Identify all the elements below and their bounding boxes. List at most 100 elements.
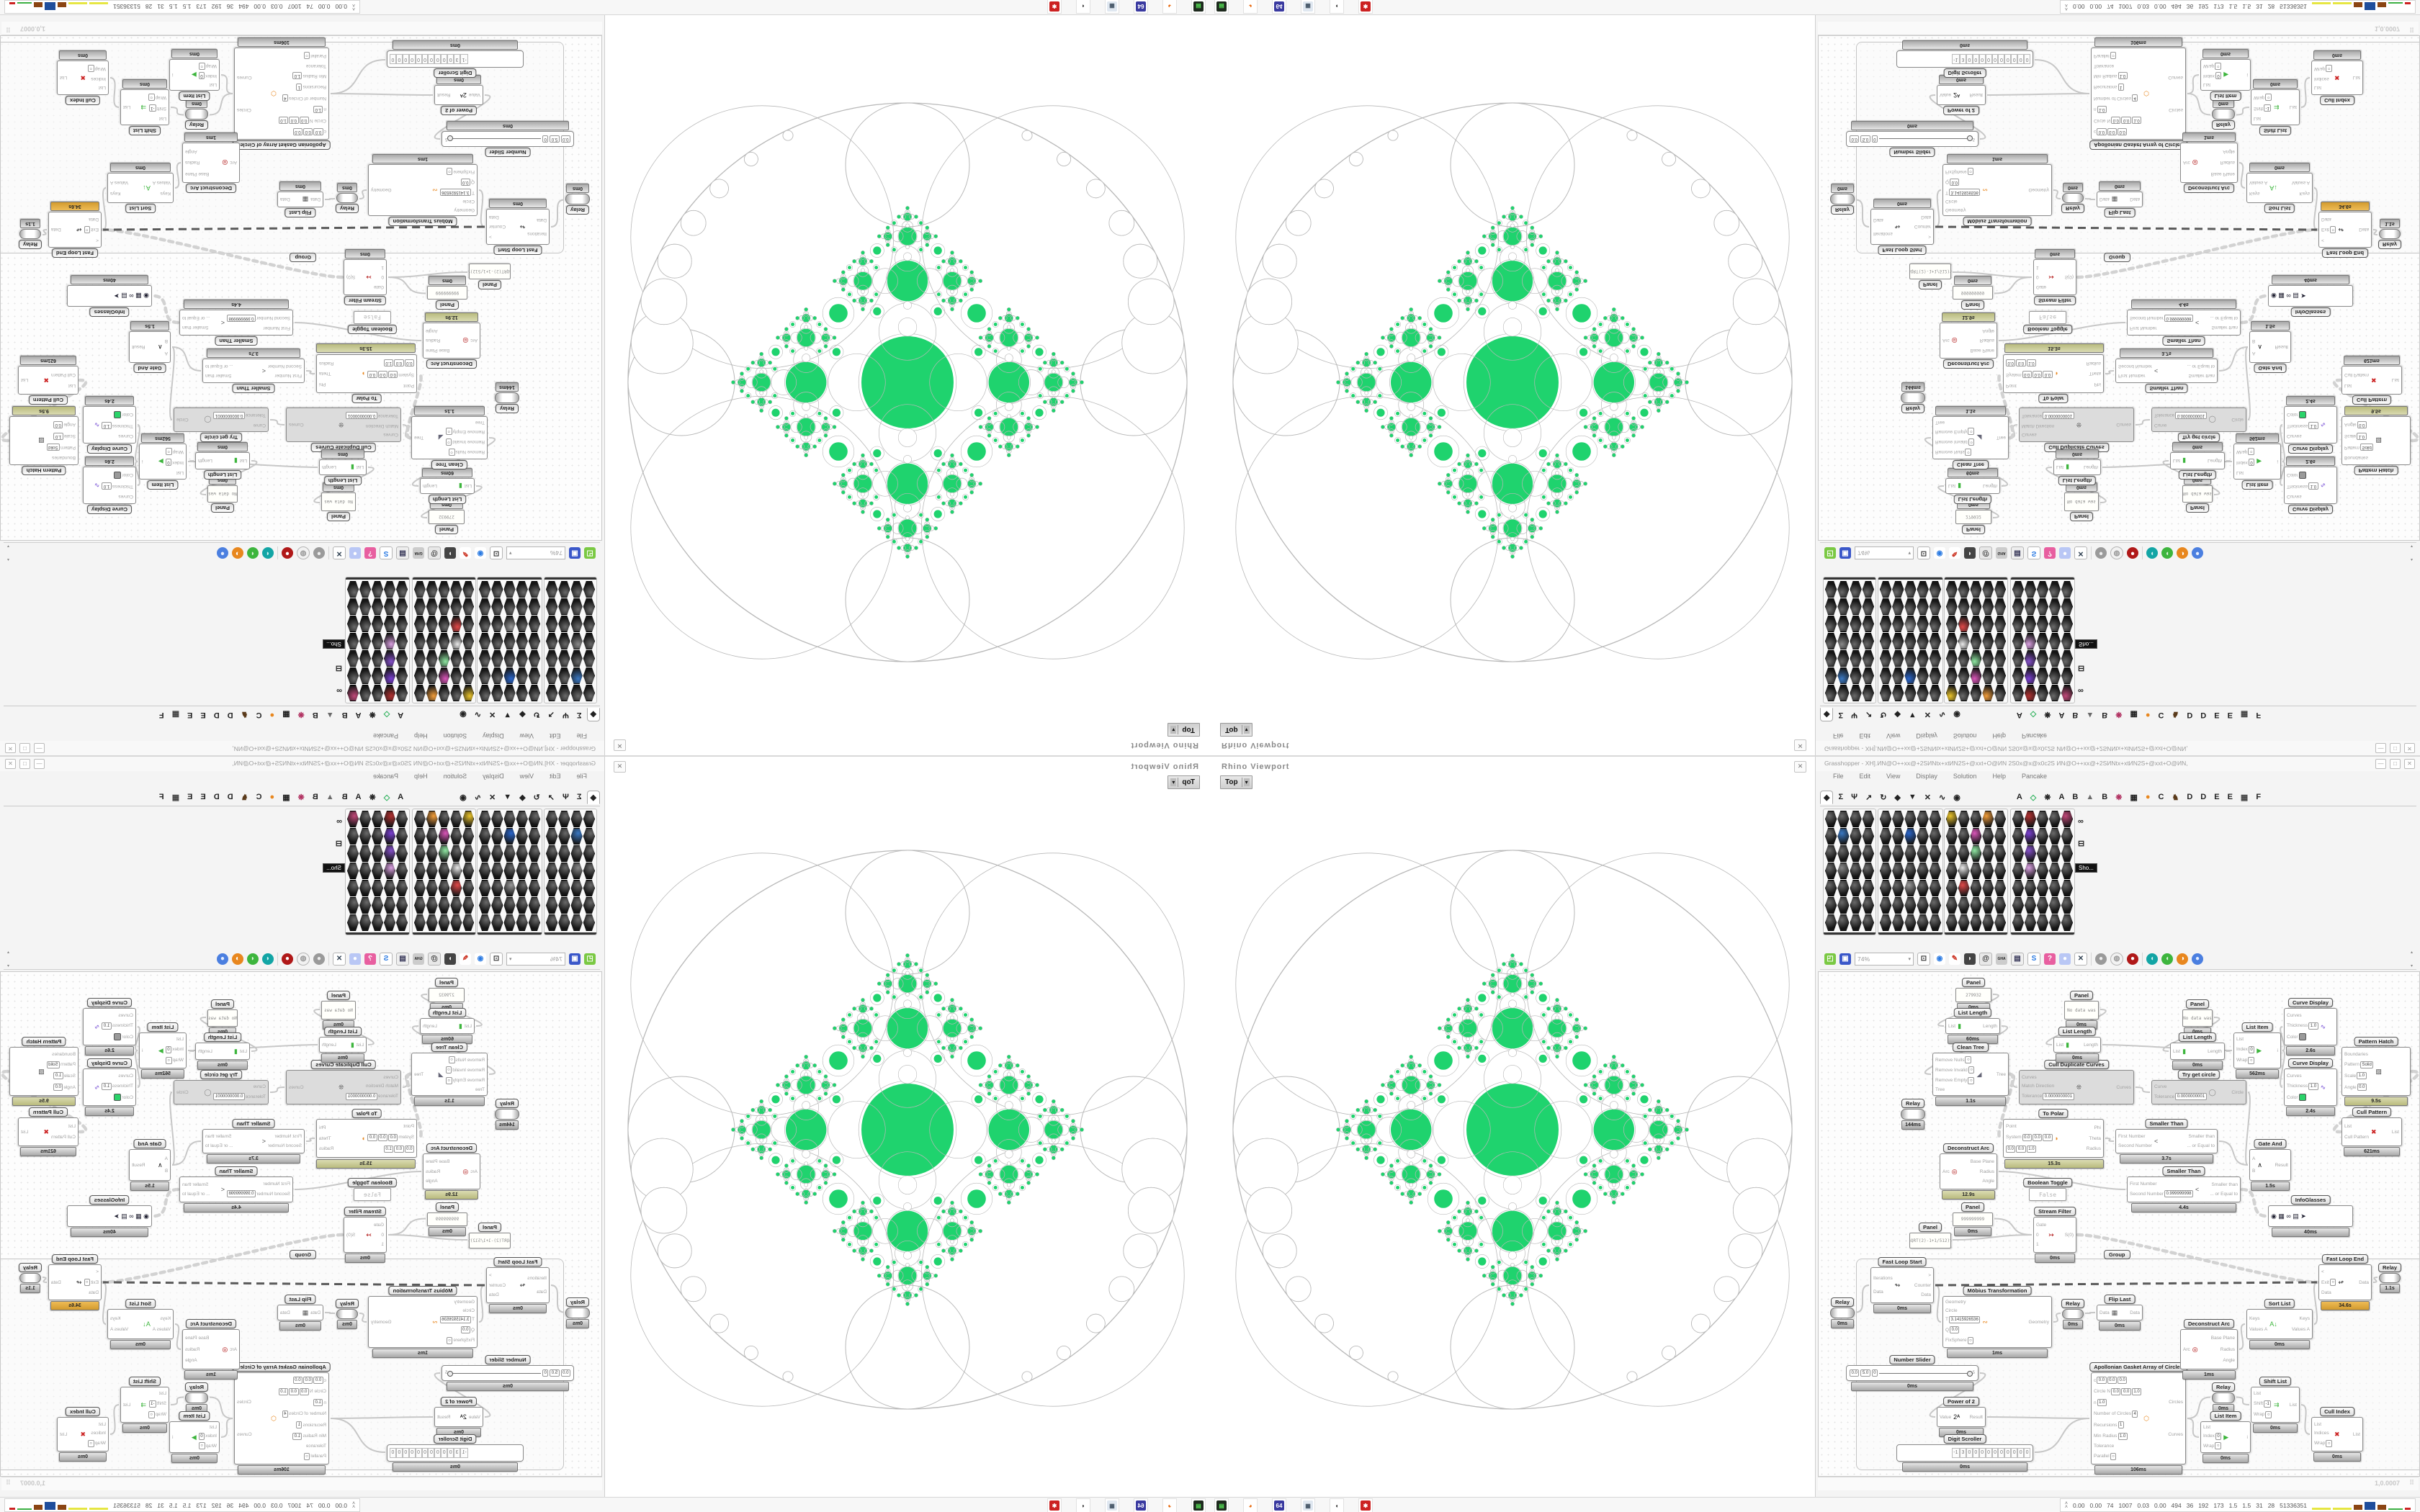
panel-node-body[interactable]: No data was — [2182, 1009, 2213, 1027]
node-body[interactable]: List Index 0 Wrap ○ ▶ i — [139, 444, 187, 480]
help-box-icon[interactable]: ? — [2044, 547, 2056, 559]
node-body[interactable]: List ▮ Length — [2053, 459, 2101, 475]
component-icon[interactable] — [450, 914, 462, 931]
output-param[interactable]: Radius — [2220, 1346, 2235, 1352]
zoom-extents-icon[interactable]: ⊡ — [1917, 546, 1930, 560]
output-param[interactable]: Radius — [2220, 160, 2235, 166]
input-param[interactable]: Value — [468, 1414, 480, 1420]
menu-item-view[interactable]: View — [519, 732, 534, 739]
category-tab-8[interactable]: ∿ — [474, 793, 481, 802]
component-icon[interactable] — [546, 828, 557, 845]
gh-node-m-bius-transformation[interactable]: Möbius Transformation Geometry Circle T 3.14… — [1942, 1286, 2052, 1358]
component-icon[interactable] — [2049, 581, 2061, 598]
output-param[interactable]: ... or Equal to — [2210, 315, 2238, 320]
component-icon[interactable] — [1880, 897, 1892, 914]
component-icon[interactable] — [516, 863, 528, 879]
output-param[interactable]: Smaller than — [2211, 325, 2238, 330]
component-icon[interactable] — [516, 616, 528, 632]
input-param[interactable]: Wrap ○ — [87, 65, 106, 73]
input-param[interactable]: Min Radius 1.0 — [2094, 1432, 2128, 1440]
category-tab-25[interactable]: E — [200, 793, 206, 801]
component-icon[interactable] — [1837, 633, 1849, 649]
component-icon[interactable] — [1825, 616, 1837, 632]
slider-value-box[interactable]: 0.0 — [1850, 135, 1860, 143]
input-param[interactable]: Curves — [2287, 1012, 2302, 1018]
gh-node-smaller-than[interactable]: Smaller Than First Number Second Number < Sm… — [2115, 1119, 2218, 1164]
digit-cell[interactable]: 0 — [2024, 54, 2030, 64]
input-param[interactable]: Remove Nulls ○ — [448, 448, 485, 456]
digit-cell[interactable]: 0 — [441, 54, 448, 64]
sketch-pen-icon[interactable]: ✎ — [1949, 953, 1960, 965]
component-icon[interactable] — [491, 598, 503, 615]
output-param[interactable]: Curves — [2116, 422, 2131, 428]
panel-node-body[interactable]: No data was — [321, 1001, 356, 1020]
output-param[interactable]: Circles — [237, 107, 251, 112]
output-param[interactable]: Circles — [237, 1400, 251, 1405]
ball-green-icon[interactable]: ◖ — [2161, 547, 2173, 559]
value-box[interactable]: 0.0 — [377, 1133, 387, 1141]
input-param[interactable]: Remove Invalid ○ — [445, 1066, 485, 1074]
component-icon[interactable] — [2025, 650, 2036, 667]
value-box[interactable]: 0.0 — [2117, 1377, 2128, 1385]
component-icon[interactable] — [372, 914, 383, 931]
node-body[interactable]: A B ∧ Result — [2249, 331, 2291, 363]
remote-at-icon[interactable]: @ — [428, 546, 441, 560]
component-icon[interactable] — [439, 598, 450, 615]
category-tab-4[interactable]: ↻ — [533, 793, 540, 802]
value-box[interactable]: 1.0 — [2097, 1399, 2107, 1407]
input-param[interactable]: Second Number — [268, 364, 302, 369]
component-icon[interactable] — [571, 685, 583, 701]
node-body[interactable]: ◉ ▦ ∞ ▤ ➤ — [67, 1205, 152, 1227]
category-tab-21[interactable]: C — [256, 793, 262, 801]
input-param[interactable]: Wrap ○ — [148, 1410, 166, 1418]
input-param[interactable]: System 0.0 0.0 0.0 — [367, 371, 414, 379]
category-tab-12[interactable]: ◇ — [2030, 710, 2037, 719]
component-icon[interactable] — [571, 581, 583, 598]
value-box[interactable]: 0.0000000001 — [2175, 412, 2207, 419]
maximize-button[interactable]: □ — [19, 759, 30, 769]
gumball-gray-icon[interactable]: ● — [2095, 547, 2107, 559]
gumball-white-icon[interactable]: ◍ — [2110, 952, 2123, 966]
input-param[interactable]: List — [2254, 1391, 2262, 1397]
category-tab-13[interactable]: ❋ — [2044, 710, 2051, 719]
component-icon[interactable] — [479, 845, 490, 862]
node-body[interactable]: Remove Nulls ○ Remove Invalid ○ Remove Empty… — [411, 1053, 488, 1096]
zoom-level-select[interactable]: 74% ▾ — [1855, 952, 1914, 966]
minimize-button[interactable]: — — [34, 759, 45, 769]
relay-node-body[interactable] — [2062, 1309, 2084, 1319]
component-icon[interactable] — [503, 845, 515, 862]
value-box[interactable]: ○ — [445, 428, 452, 436]
value-box[interactable]: 0.0000000001 — [2175, 1093, 2207, 1100]
component-icon[interactable] — [439, 581, 450, 598]
input-param[interactable]: Iterations — [527, 1276, 547, 1282]
remote-at-icon[interactable]: @ — [428, 952, 441, 966]
component-icon[interactable] — [1982, 650, 1994, 667]
component-icon[interactable] — [426, 616, 438, 632]
component-icon[interactable] — [2061, 897, 2073, 914]
value-box[interactable]: 0.0 — [1950, 1326, 1960, 1334]
input-param[interactable]: T 3.1415926536 — [439, 189, 475, 197]
component-icon[interactable] — [1850, 880, 1862, 896]
node-body[interactable]: Boundaries Pattern Solid Scale 1.0 Angle 0.0 ▨ — [2341, 1047, 2411, 1096]
component-icon[interactable] — [491, 633, 503, 649]
component-icon[interactable] — [1862, 914, 1874, 931]
component-icon[interactable] — [372, 667, 383, 684]
component-icon[interactable] — [2061, 633, 2073, 649]
chevron-up-icon[interactable]: ˄ ˄ — [2064, 2, 2068, 12]
digit-cell[interactable]: 3 — [454, 54, 460, 64]
input-param[interactable]: Indices — [91, 76, 106, 81]
value-box[interactable]: 0 — [2215, 1432, 2222, 1440]
output-param[interactable]: Radius — [2086, 1146, 2101, 1152]
gh-node-relay[interactable]: Relay 0ms — [2061, 183, 2085, 213]
gh-node-list-item[interactable]: List Item List Index 0 Wrap ○ ▶ i 0ms — [2200, 1411, 2251, 1463]
menu-item-file[interactable]: File — [576, 732, 587, 739]
value-box[interactable]: 0.0 — [2043, 1133, 2053, 1141]
component-icon[interactable] — [558, 845, 570, 862]
category-tab-0[interactable]: ◆ — [586, 790, 600, 804]
component-icon[interactable] — [583, 914, 595, 931]
camera-icon[interactable]: ◗ — [1964, 953, 1976, 965]
input-param[interactable]: List — [2314, 1421, 2322, 1427]
gha-assembly-icon[interactable]: GHA — [1996, 953, 2007, 965]
color-swatch[interactable] — [114, 471, 122, 479]
